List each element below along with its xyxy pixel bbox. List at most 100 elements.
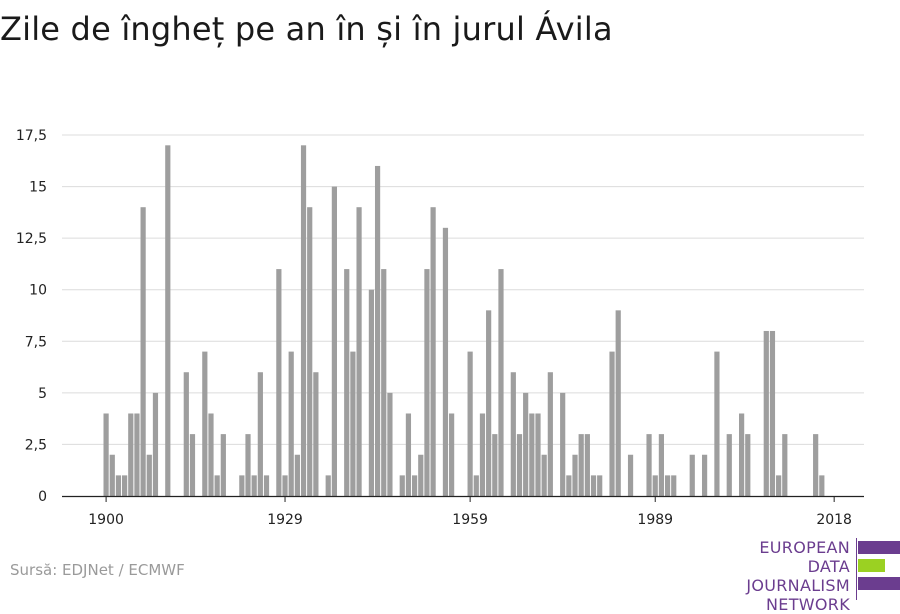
bar-1966 bbox=[510, 372, 516, 496]
bar-1917 bbox=[208, 413, 214, 496]
bar-1995 bbox=[689, 454, 695, 496]
bar-1908 bbox=[152, 392, 159, 496]
bar-1931 bbox=[294, 454, 300, 496]
bar-1937 bbox=[331, 186, 337, 497]
bar-1913 bbox=[183, 372, 189, 496]
logo-line-2: DATA JOURNALISM bbox=[746, 557, 850, 595]
x-tick-label: 1959 bbox=[452, 512, 488, 528]
x-tick-label: 1989 bbox=[637, 512, 673, 528]
bar-1976 bbox=[572, 454, 578, 496]
logo-line-1: EUROPEAN bbox=[759, 538, 850, 557]
bar-1951 bbox=[418, 454, 424, 496]
bar-1933 bbox=[307, 207, 313, 496]
logo-bar-purple-top bbox=[858, 541, 900, 554]
bars bbox=[103, 145, 825, 497]
bar-1919 bbox=[220, 434, 226, 496]
bar-1934 bbox=[313, 372, 319, 496]
bar-1980 bbox=[597, 475, 603, 496]
gridlines bbox=[62, 134, 864, 445]
x-tick-label: 2018 bbox=[816, 512, 852, 528]
bar-1943 bbox=[368, 289, 375, 496]
y-tick-label: 15 bbox=[29, 180, 47, 196]
bar-1929 bbox=[282, 475, 288, 496]
bar-1910 bbox=[165, 145, 171, 497]
bar-1916 bbox=[202, 351, 208, 496]
logo-line-3: NETWORK bbox=[766, 595, 850, 614]
bar-1905 bbox=[134, 413, 140, 496]
bar-1985 bbox=[627, 454, 634, 496]
bar-1940 bbox=[350, 351, 356, 496]
x-tick-label: 1900 bbox=[88, 512, 124, 528]
source-note: Sursă: EDJNet / ECMWF bbox=[10, 561, 185, 579]
chart-title: Zile de îngheț pe an în și în jurul Ávil… bbox=[0, 10, 613, 48]
bar-1991 bbox=[664, 475, 671, 496]
bar-2004 bbox=[745, 434, 751, 496]
bar-1948 bbox=[399, 475, 405, 496]
bar-1959 bbox=[467, 351, 473, 496]
bar-1926 bbox=[263, 475, 270, 496]
bar-2007 bbox=[763, 330, 769, 496]
bar-1964 bbox=[498, 269, 504, 496]
bar-1982 bbox=[609, 351, 615, 496]
logo-bar-purple-bottom bbox=[858, 577, 900, 590]
y-tick-label: 10 bbox=[29, 283, 47, 299]
bar-1944 bbox=[374, 165, 381, 496]
y-tick-label: 2,5 bbox=[25, 437, 47, 453]
bar-1907 bbox=[146, 454, 152, 496]
bar-chart: 0 2,5 5 7,5 10 12,5 15 17,5 1900 1929 1959 1989 2018 bbox=[16, 128, 864, 528]
logo-text: EUROPEAN DATA JOURNALISM NETWORK bbox=[700, 538, 850, 614]
bar-1975 bbox=[566, 475, 572, 496]
y-tick-label: 5 bbox=[38, 386, 47, 402]
y-tick-label: 17,5 bbox=[16, 128, 47, 144]
bar-1936 bbox=[325, 475, 331, 496]
logo-divider bbox=[856, 538, 857, 600]
bar-1968 bbox=[523, 392, 529, 496]
bar-2010 bbox=[782, 434, 788, 496]
bar-1955 bbox=[442, 227, 449, 497]
bar-1906 bbox=[140, 207, 146, 496]
bar-2015 bbox=[813, 434, 819, 496]
bar-1989 bbox=[652, 475, 658, 496]
bar-1974 bbox=[560, 392, 566, 496]
y-tick-label: 0 bbox=[38, 489, 47, 505]
bar-1969 bbox=[529, 413, 535, 496]
bar-2016 bbox=[819, 475, 825, 496]
bar-1952 bbox=[424, 269, 430, 496]
x-tick-label: 1929 bbox=[267, 512, 303, 528]
bar-1928 bbox=[276, 269, 282, 496]
bar-1924 bbox=[251, 475, 257, 496]
bar-1930 bbox=[288, 351, 294, 496]
bar-1978 bbox=[584, 434, 590, 496]
bar-1950 bbox=[412, 475, 418, 496]
bar-1992 bbox=[671, 475, 677, 496]
bar-1900 bbox=[103, 413, 109, 496]
bar-1971 bbox=[541, 454, 547, 496]
bar-1962 bbox=[486, 310, 492, 496]
bar-1946 bbox=[387, 392, 393, 496]
bar-1983 bbox=[615, 310, 621, 496]
bar-1949 bbox=[405, 413, 412, 496]
bar-2003 bbox=[739, 413, 745, 496]
bar-1922 bbox=[239, 475, 245, 496]
bar-1988 bbox=[646, 434, 652, 496]
bar-1963 bbox=[492, 434, 498, 496]
bar-1941 bbox=[356, 207, 362, 496]
bar-1939 bbox=[344, 269, 350, 496]
bar-1923 bbox=[245, 434, 251, 496]
bar-1925 bbox=[257, 372, 263, 496]
bar-1901 bbox=[109, 454, 115, 496]
bar-1961 bbox=[479, 413, 486, 496]
bar-1960 bbox=[473, 475, 479, 496]
bar-2001 bbox=[726, 434, 732, 496]
bar-1932 bbox=[300, 145, 307, 497]
bar-1918 bbox=[214, 475, 220, 496]
bar-1977 bbox=[578, 434, 584, 496]
axes: 0 2,5 5 7,5 10 12,5 15 17,5 1900 1929 1959 1989 2018 bbox=[16, 128, 864, 528]
bar-1902 bbox=[115, 475, 122, 496]
bar-1904 bbox=[128, 413, 134, 496]
y-tick-label: 7,5 bbox=[25, 334, 47, 350]
y-tick-label: 12,5 bbox=[16, 231, 47, 247]
bar-1970 bbox=[535, 413, 541, 496]
bar-1967 bbox=[516, 434, 523, 496]
bar-1999 bbox=[714, 351, 720, 496]
